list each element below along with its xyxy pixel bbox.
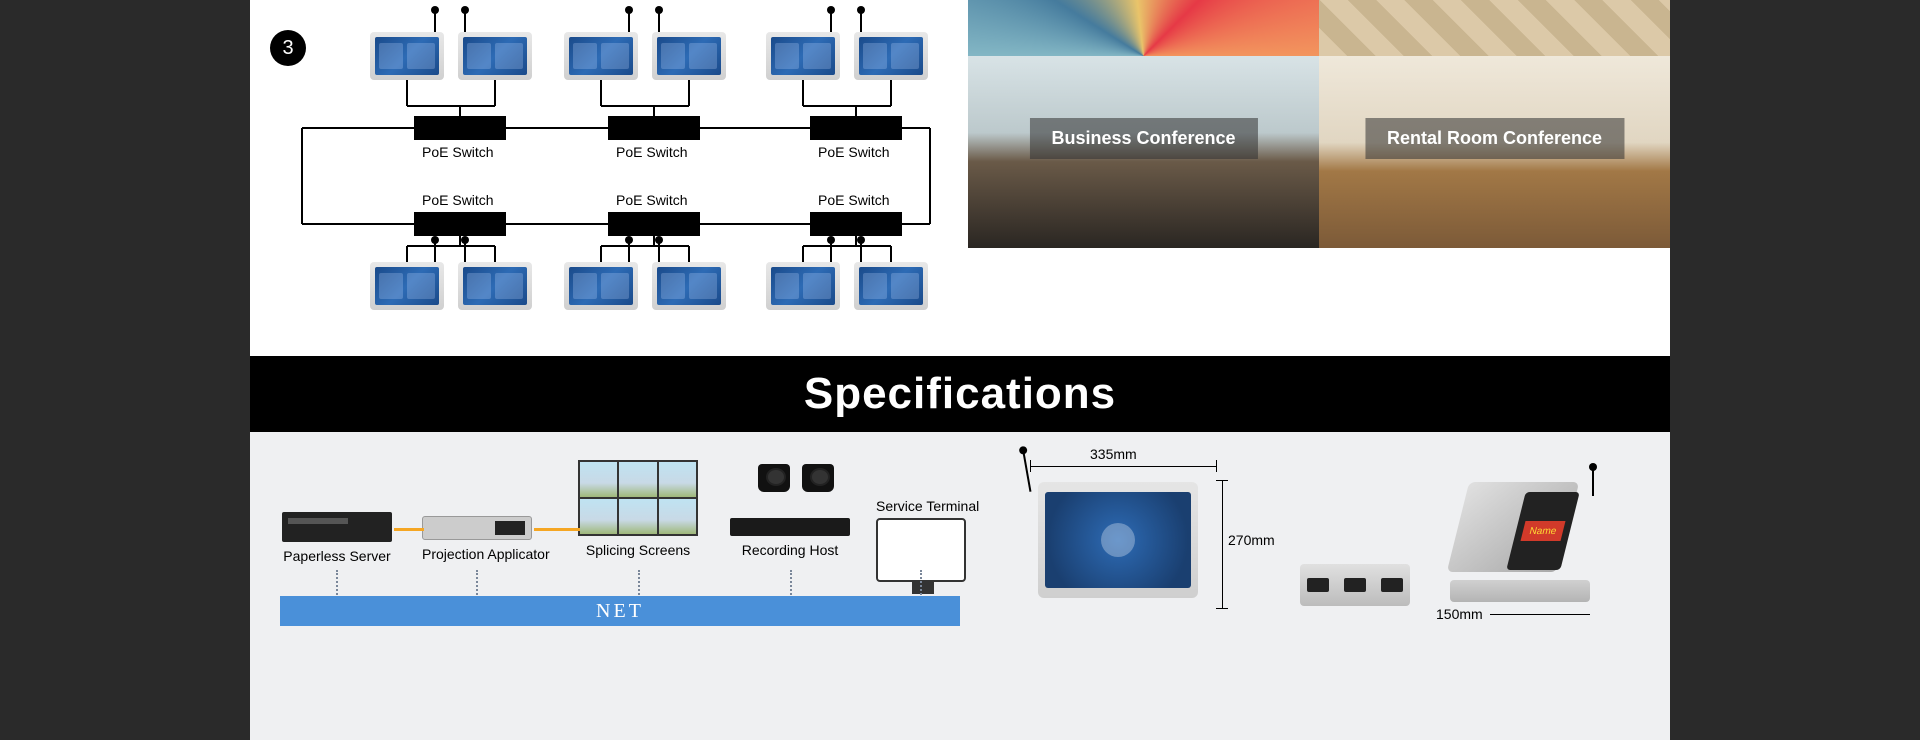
conference-tablet [766, 262, 840, 310]
conference-tablet [564, 32, 638, 80]
poe-switch [810, 212, 902, 236]
poe-switch-label: PoE Switch [422, 192, 494, 208]
device-rec: Recording Host [730, 518, 850, 558]
connector-line [534, 528, 580, 531]
poe-switch [414, 212, 506, 236]
conference-tablet [370, 262, 444, 310]
device-label: Splicing Screens [578, 542, 698, 558]
device-label: Paperless Server [282, 548, 392, 564]
conference-tablet [652, 262, 726, 310]
dim-height-label: 270mm [1228, 532, 1275, 548]
dim-height-line [1222, 480, 1223, 608]
conference-tablet [854, 262, 928, 310]
poe-switch-label: PoE Switch [422, 144, 494, 160]
conference-tablet [564, 262, 638, 310]
poe-switch-label: PoE Switch [818, 192, 890, 208]
name-tag: Name [1521, 521, 1566, 541]
conference-tablet [854, 32, 928, 80]
device-server: Paperless Server [282, 512, 392, 564]
spec-dimension-views: 335mm 270mm Name [990, 446, 1660, 636]
dim-depth-label: 150mm [1436, 606, 1483, 622]
dim-depth-line [1490, 614, 1590, 615]
conference-tablet [458, 32, 532, 80]
device-port-view [1300, 564, 1410, 606]
conference-tablet [458, 262, 532, 310]
device-proj: Projection Applicator [422, 516, 550, 562]
conference-photo [968, 0, 1319, 56]
device-splice: Splicing Screens [578, 460, 698, 558]
conference-tablet [766, 32, 840, 80]
page-content: 3 PoE SwitchPoE SwitchPoE SwitchPoE Swit… [250, 0, 1670, 740]
camera-icon [758, 464, 790, 492]
conference-photo-grid: Business Conference Rental Room Conferenc… [968, 0, 1670, 248]
poe-switch-label: PoE Switch [818, 144, 890, 160]
poe-switch [810, 116, 902, 140]
poe-switch [414, 116, 506, 140]
device-side-view: Name [1450, 482, 1590, 602]
device-label: Service Terminal [876, 498, 979, 514]
conference-caption: Business Conference [1029, 118, 1257, 159]
device-label: Recording Host [730, 542, 850, 558]
dim-width-line [1030, 466, 1216, 467]
conference-tablet [652, 32, 726, 80]
camera-icon [802, 464, 834, 492]
conference-tablet [370, 32, 444, 80]
connector-line [394, 528, 424, 531]
poe-switch [608, 212, 700, 236]
specifications-area: Paperless Server Projection Applicator Spl… [250, 432, 1670, 740]
device-svc: Service Terminal [876, 498, 979, 582]
poe-switch [608, 116, 700, 140]
dim-width-label: 335mm [1090, 446, 1137, 462]
network-diagram: 3 PoE SwitchPoE SwitchPoE SwitchPoE Swit… [250, 0, 962, 356]
poe-switch-label: PoE Switch [616, 144, 688, 160]
net-bar: NET [280, 596, 960, 626]
conference-photo [1319, 0, 1670, 56]
conference-photo: Rental Room Conference [1319, 56, 1670, 248]
specifications-banner: Specifications [250, 356, 1670, 432]
poe-switch-label: PoE Switch [616, 192, 688, 208]
conference-caption: Rental Room Conference [1365, 118, 1624, 159]
conference-photo: Business Conference [968, 56, 1319, 248]
device-front-view [1038, 482, 1198, 598]
device-label: Projection Applicator [422, 546, 550, 562]
